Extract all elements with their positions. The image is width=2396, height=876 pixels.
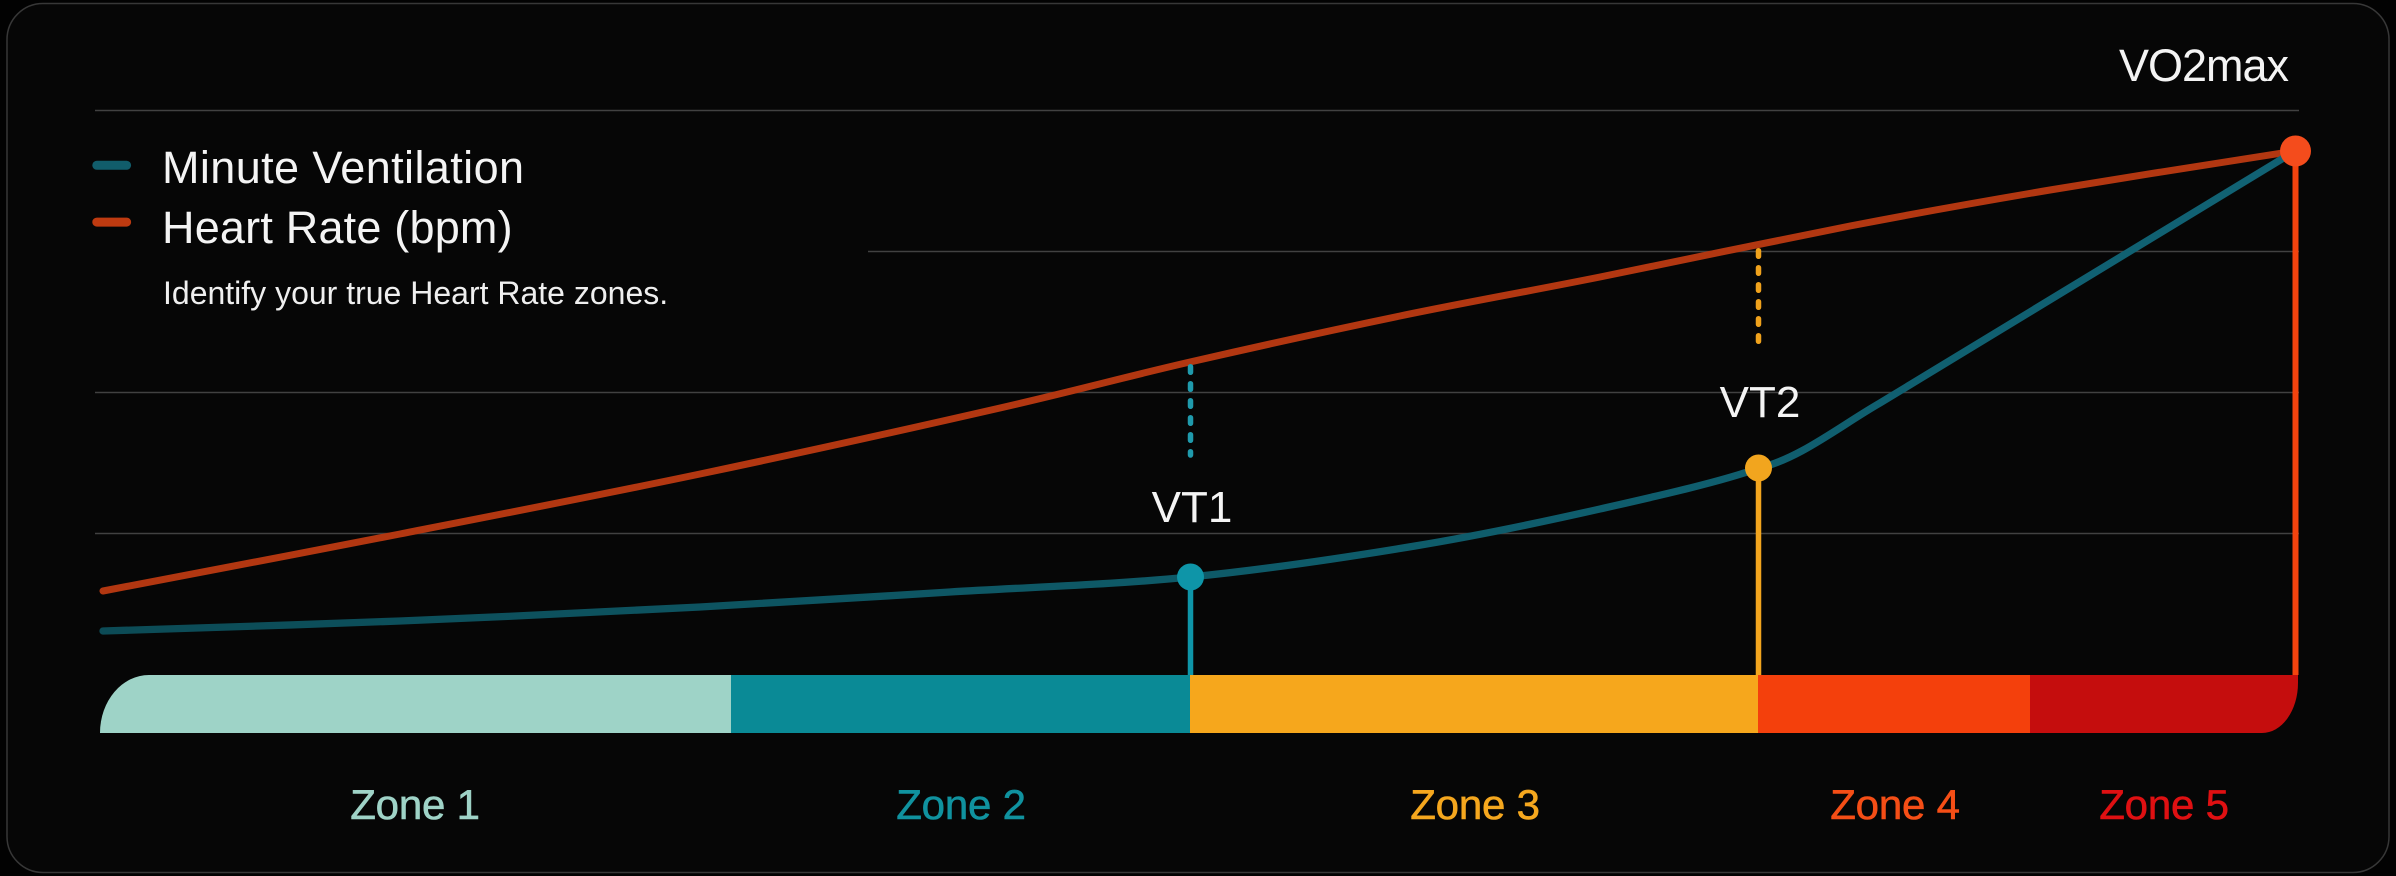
- svg-text:Zone 1: Zone 1: [350, 781, 480, 828]
- svg-text:Zone 4: Zone 4: [1830, 781, 1960, 828]
- svg-text:Zone 2: Zone 2: [896, 781, 1026, 828]
- svg-text:VO2max: VO2max: [2119, 40, 2290, 91]
- svg-text:Zone 5: Zone 5: [2099, 781, 2229, 828]
- svg-text:Identify your true Heart Rate: Identify your true Heart Rate zones.: [163, 275, 668, 311]
- svg-text:VT2: VT2: [1720, 378, 1801, 427]
- svg-text:Zone 3: Zone 3: [1410, 781, 1540, 828]
- svg-text:Minute Ventilation: Minute Ventilation: [162, 142, 524, 193]
- svg-text:VT1: VT1: [1152, 483, 1233, 532]
- svg-text:Heart Rate (bpm): Heart Rate (bpm): [162, 202, 513, 253]
